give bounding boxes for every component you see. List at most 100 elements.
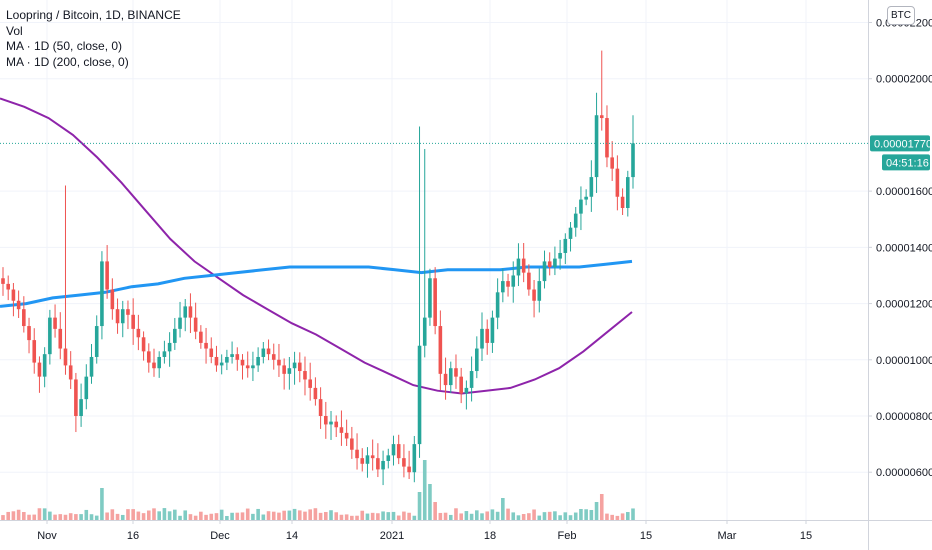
candle-body <box>251 365 255 369</box>
y-tick-label: 0.00001200 <box>876 299 932 311</box>
volume-bar <box>126 509 130 520</box>
candle-body <box>386 455 391 461</box>
candle-body <box>620 196 625 208</box>
volume-bar <box>448 514 453 520</box>
volume-bar <box>297 510 302 520</box>
candle-body <box>376 458 380 470</box>
volume-bar <box>329 510 333 520</box>
candle-body <box>532 289 536 301</box>
volume-bar <box>381 511 385 520</box>
x-tick-label: 16 <box>127 530 139 542</box>
volume-bar <box>11 511 16 520</box>
x-tick-label: 15 <box>800 530 812 542</box>
volume-bar <box>84 509 89 520</box>
candle-body <box>266 348 271 355</box>
volume-bar <box>89 514 94 520</box>
candle-body <box>287 368 292 374</box>
volume-bar <box>214 513 219 520</box>
candle-body <box>475 348 479 372</box>
volume-bar <box>542 512 547 520</box>
candle-body <box>256 356 260 366</box>
volume-bar <box>105 512 109 520</box>
candle-body <box>469 371 474 388</box>
candle-body <box>141 337 146 352</box>
candle-body <box>303 371 307 380</box>
volume-bar <box>412 515 417 520</box>
x-tick-label: Nov <box>37 530 57 542</box>
volume-bar <box>245 508 250 520</box>
volume-bar <box>251 513 255 520</box>
volume-bar <box>256 508 260 520</box>
ma50-line <box>0 97 633 395</box>
volume-bar <box>527 513 531 520</box>
candle-body <box>547 261 552 268</box>
volume-bar <box>94 515 99 520</box>
candle-body <box>428 278 432 318</box>
candle-body <box>501 281 505 293</box>
candle-body <box>115 309 120 324</box>
candle-body <box>6 283 11 290</box>
volume-bar <box>271 511 276 520</box>
volume-bar <box>292 508 297 520</box>
currency-button[interactable]: BTC <box>887 6 915 25</box>
volume-bar <box>240 512 245 520</box>
volume-bar <box>120 514 125 520</box>
x-tick-label: 2021 <box>380 530 404 542</box>
candle-body <box>173 328 177 343</box>
volume-bar <box>360 510 365 520</box>
volume-bar <box>443 512 448 520</box>
y-tick-label: 0.00000800 <box>876 411 932 423</box>
volume-bar <box>547 511 552 520</box>
candle-body <box>422 317 427 346</box>
volume-bar <box>350 515 354 520</box>
candle-body <box>282 365 286 374</box>
candle-body <box>214 356 219 366</box>
countdown-badge <box>882 154 930 171</box>
volume-bar <box>376 513 380 520</box>
volume-bar <box>266 511 271 520</box>
candle-body <box>334 421 339 428</box>
candle-body <box>245 365 250 369</box>
volume-bar <box>37 508 42 520</box>
candle-body <box>506 281 510 287</box>
candle-body <box>68 365 73 380</box>
candle-body <box>412 444 417 473</box>
x-tick-label: Mar <box>718 530 737 542</box>
volume-bar <box>131 509 135 520</box>
candle-body <box>407 466 411 473</box>
y-tick-label: 0.00001400 <box>876 242 932 254</box>
candle-body <box>448 368 453 386</box>
ma200-line <box>0 259 633 308</box>
y-tick-label: 0.00002000 <box>876 74 932 86</box>
volume-bar <box>521 514 526 520</box>
volume-bar <box>396 515 401 520</box>
volume-bar <box>6 511 11 520</box>
candle-body <box>37 362 42 377</box>
y-tick-label: 0.00001000 <box>876 355 932 367</box>
volume-bar <box>454 508 458 520</box>
volume-bar <box>141 513 146 520</box>
candle-body <box>459 376 463 394</box>
candle-body <box>225 356 229 363</box>
candle-body <box>391 444 396 456</box>
candle-body <box>146 351 151 363</box>
volume-bar <box>490 509 495 520</box>
candle-body <box>553 258 557 268</box>
volume-bar <box>402 511 406 520</box>
volume-bar <box>162 508 167 520</box>
candle-body <box>126 309 130 315</box>
candle-body <box>157 356 161 369</box>
volume-bar <box>511 512 516 520</box>
candle-body <box>589 177 594 197</box>
volume-bar <box>209 513 214 520</box>
candle-body <box>53 317 57 329</box>
candle-body <box>537 281 542 301</box>
volume-bar <box>480 513 484 520</box>
volume-bar <box>308 509 312 520</box>
candle-body <box>277 359 281 366</box>
ma200-legend: MA · 1D (200, close, 0) <box>6 54 129 69</box>
candle-body <box>516 258 521 276</box>
candle-body <box>199 331 203 343</box>
candle-body <box>313 387 318 400</box>
